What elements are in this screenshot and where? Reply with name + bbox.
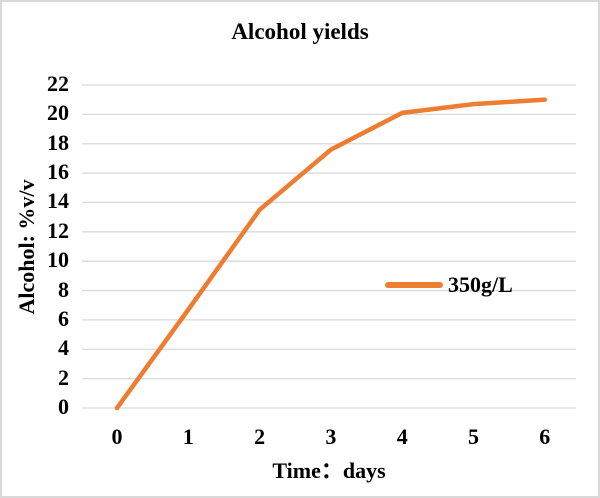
y-tick-label: 16 [47, 159, 69, 185]
x-tick-label: 0 [111, 424, 123, 449]
y-tick-label: 22 [47, 71, 69, 96]
y-tick-label: 4 [58, 335, 69, 361]
y-tick-label: 6 [58, 305, 69, 331]
legend: 350g/L [385, 273, 513, 297]
y-tick-label: 14 [47, 188, 69, 214]
x-tick-label: 2 [254, 424, 266, 449]
y-tick-label: 18 [47, 129, 69, 155]
x-tick-label: 5 [468, 424, 479, 449]
x-tick-label: 3 [325, 424, 337, 449]
x-axis-title: Time：days [272, 458, 386, 483]
x-tick-label: 6 [539, 424, 551, 449]
y-tick-label: 2 [58, 364, 69, 390]
y-tick-label: 12 [47, 217, 69, 243]
y-tick-label: 8 [58, 276, 69, 302]
y-tick-label: 10 [47, 247, 69, 273]
x-tick-label: 1 [182, 424, 194, 449]
chart-title: Alcohol yields [231, 19, 369, 44]
legend-label: 350g/L [448, 272, 513, 297]
x-tick-label: 4 [396, 424, 408, 449]
legend-line-swatch [385, 282, 443, 288]
y-tick-label: 0 [58, 394, 69, 419]
y-tick-label: 20 [47, 100, 69, 126]
series-line [114, 97, 548, 411]
